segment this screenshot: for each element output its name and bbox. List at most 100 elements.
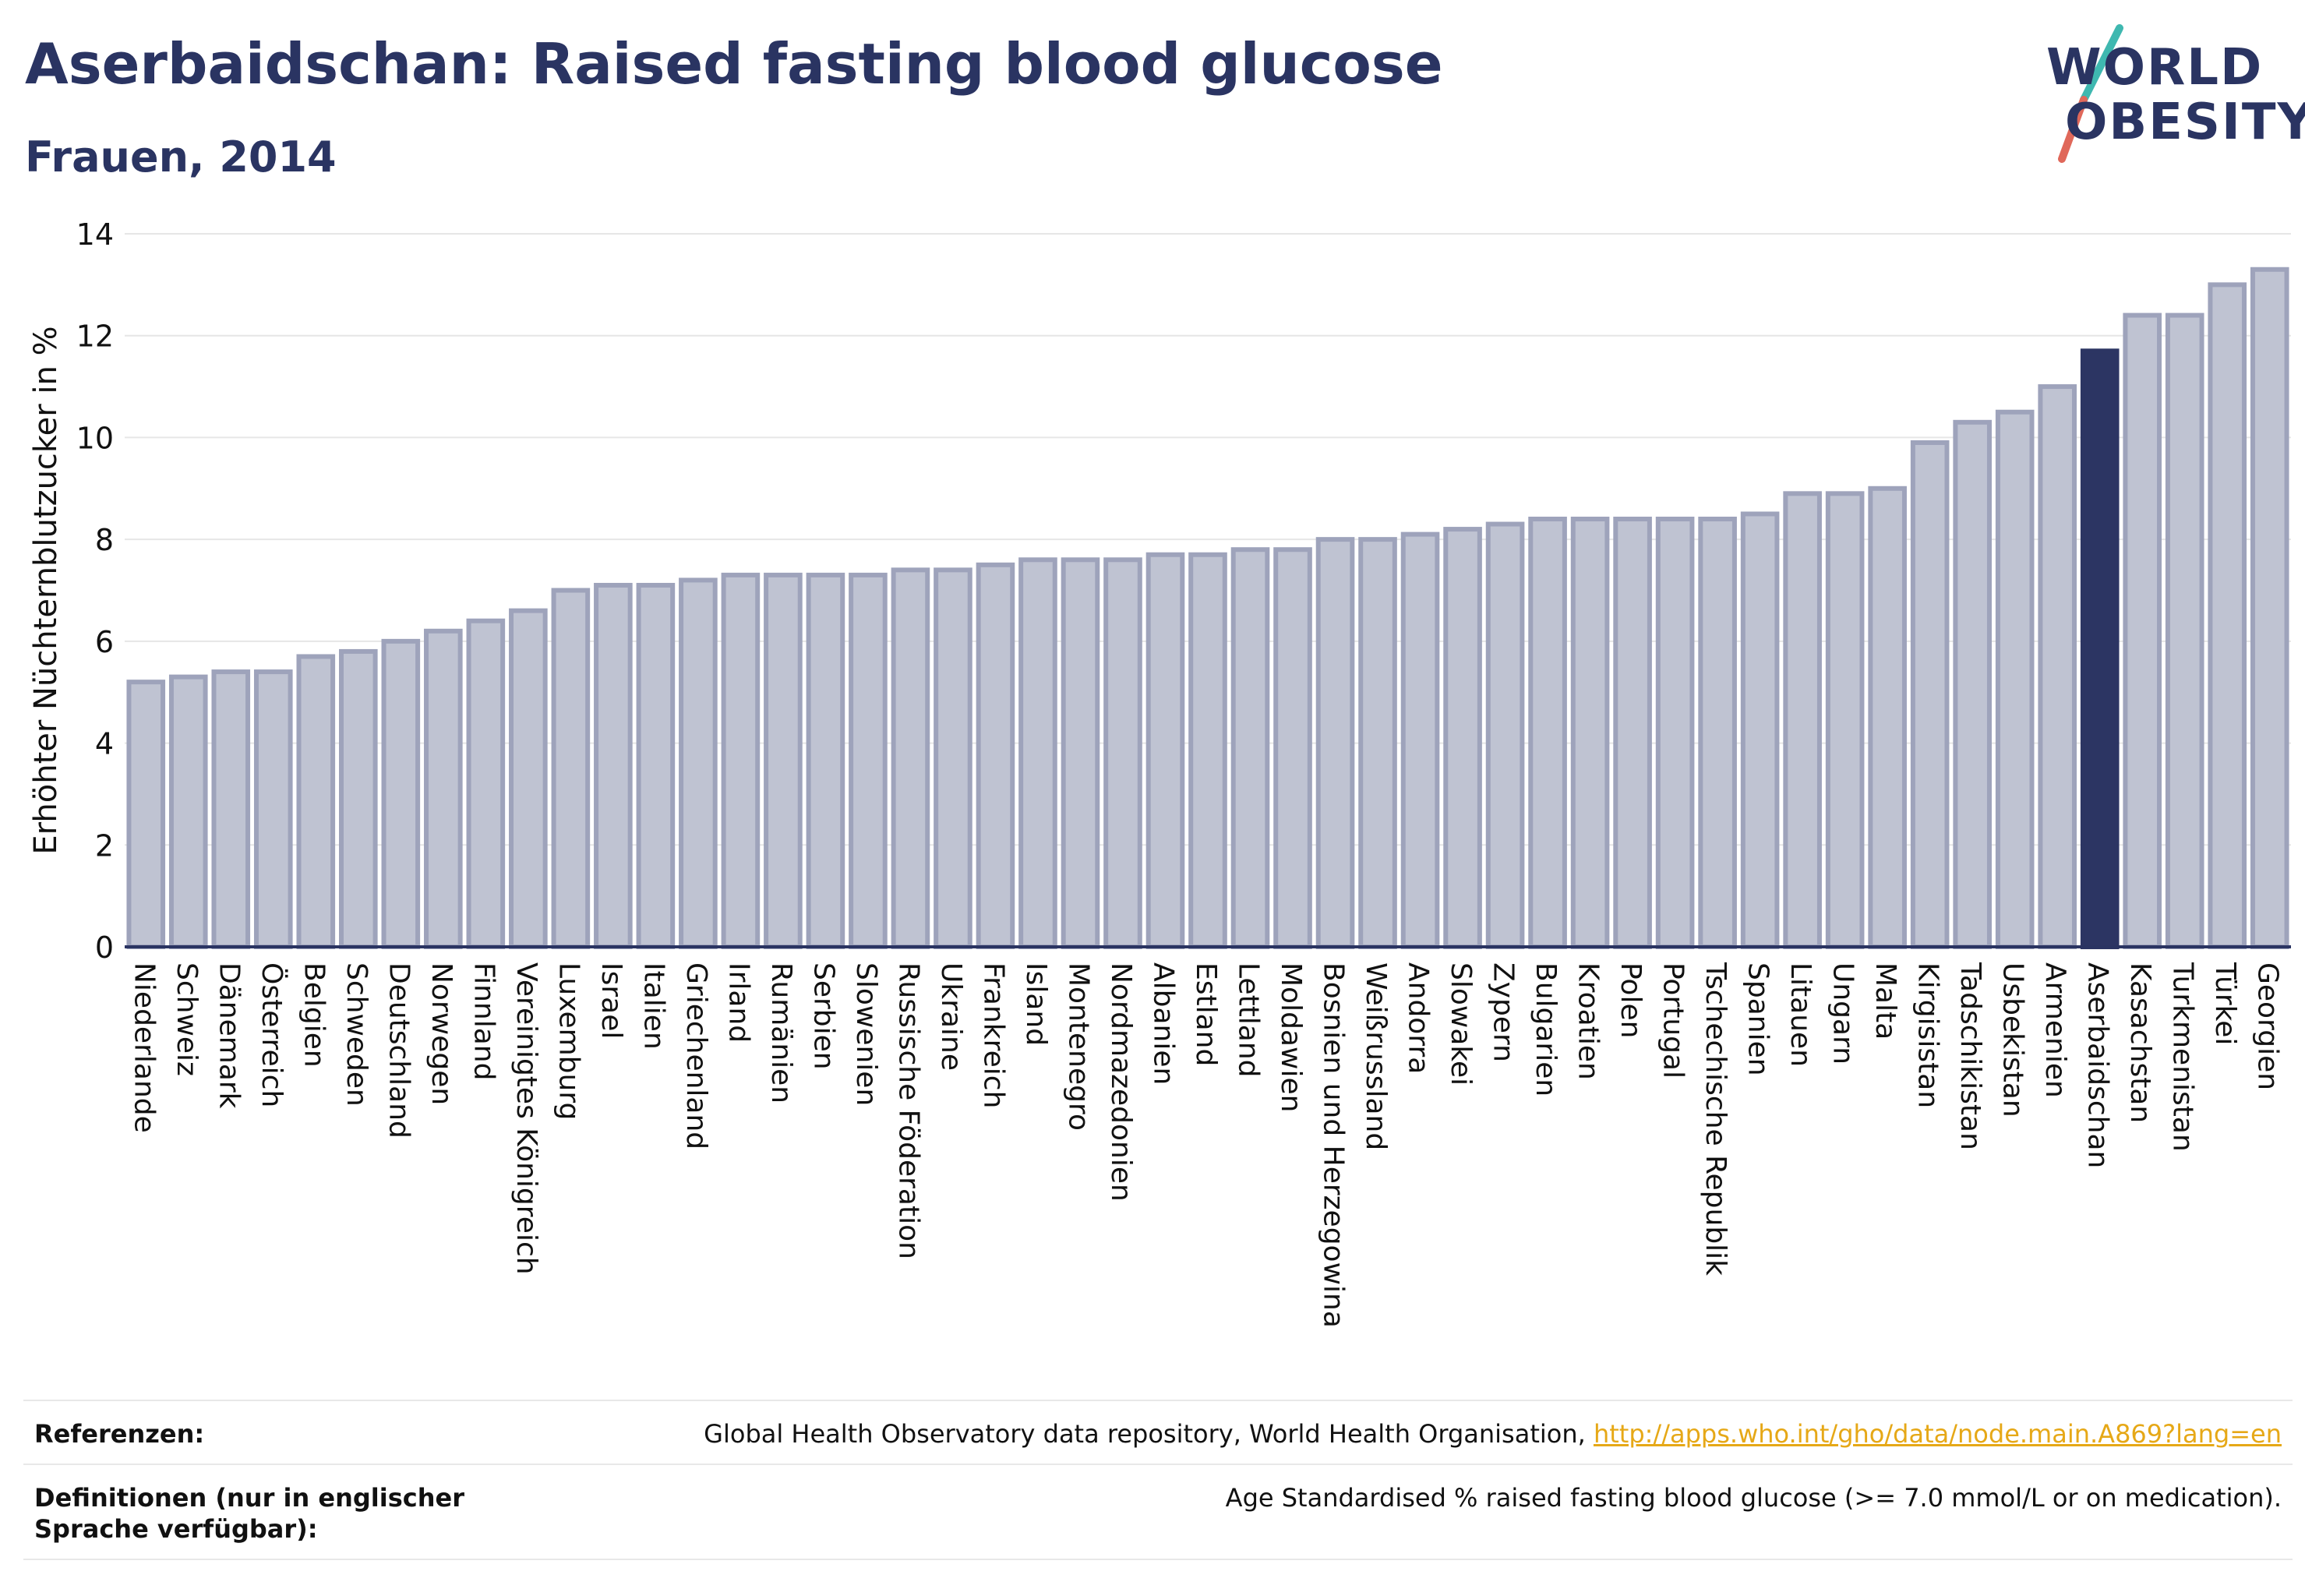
x-tick-label: Schweiz xyxy=(171,962,203,1076)
bar xyxy=(1443,527,1482,950)
bar xyxy=(296,654,336,949)
y-axis-label: Erhöhter Nüchternblutzucker in % xyxy=(28,326,64,854)
x-tick-label: Zypern xyxy=(1488,962,1520,1062)
x-tick-label: Finnland xyxy=(468,962,499,1080)
bar xyxy=(2250,267,2289,949)
bar xyxy=(126,680,166,950)
bar xyxy=(339,648,378,950)
x-tick-label: Ungarn xyxy=(1827,962,1859,1065)
y-tick-label: 6 xyxy=(95,625,114,659)
chart-title: Aserbaidschan: Raised fasting blood gluc… xyxy=(25,31,1443,97)
x-tick-label: Serbien xyxy=(807,962,839,1070)
x-tick-label: Kroatien xyxy=(1573,962,1604,1080)
x-tick-label: Kasachstan xyxy=(2124,962,2156,1123)
bar xyxy=(1145,552,1185,949)
bar xyxy=(594,582,633,949)
bar xyxy=(1740,511,1780,949)
x-tick-label: Spanien xyxy=(1742,962,1774,1076)
y-tick-label: 2 xyxy=(95,828,114,863)
x-tick-label: Belgien xyxy=(298,962,330,1068)
bar xyxy=(636,582,676,949)
x-tick-label: Luxemburg xyxy=(552,962,584,1120)
bar-chart: 0 2 4 6 8 10 12 14 Niederlande Schweiz Dänemark Ös… xyxy=(28,217,2291,1328)
x-tick-label: Irland xyxy=(722,962,754,1043)
y-tick-label: 14 xyxy=(76,217,114,252)
x-tick-label: Türkei xyxy=(2209,962,2241,1045)
x-tick-label: Usbekistan xyxy=(1997,962,2029,1118)
bar xyxy=(1315,537,1355,949)
x-tick-label: Norwegen xyxy=(425,962,457,1105)
x-tick-label: Estland xyxy=(1190,962,1222,1066)
references-link[interactable]: http://apps.who.int/gho/data/node.main.A… xyxy=(1593,1419,2282,1449)
logo-text-obesity: OBESITY xyxy=(2065,94,2305,151)
x-tick-label: Bosnien und Herzegowina xyxy=(1318,962,1350,1328)
x-tick-label: Portugal xyxy=(1657,962,1689,1079)
bar xyxy=(509,608,548,950)
x-tick-label: Frankreich xyxy=(977,962,1009,1108)
x-tick-label: Island xyxy=(1020,962,1052,1046)
bar xyxy=(849,572,888,949)
bar xyxy=(1485,521,1525,949)
bar xyxy=(2208,282,2247,950)
bar xyxy=(1825,491,1865,950)
x-tick-label: Tadschikistan xyxy=(1954,962,1986,1150)
bar xyxy=(1358,537,1397,949)
x-tick-label: Bulgarien xyxy=(1530,962,1562,1096)
bar xyxy=(551,588,591,949)
x-tick-label: Andorra xyxy=(1403,962,1435,1074)
references-label: Referenzen: xyxy=(34,1419,205,1449)
bar xyxy=(168,674,208,949)
y-tick-label: 12 xyxy=(76,320,114,354)
bar xyxy=(1103,557,1142,949)
x-tick-label: Griechenland xyxy=(680,962,712,1149)
x-tick-label: Österreich xyxy=(256,962,288,1107)
bar xyxy=(253,669,293,949)
references-row: Referenzen: Global Health Observatory da… xyxy=(23,1400,2293,1464)
bar xyxy=(806,572,845,949)
x-tick-label: Italien xyxy=(637,962,669,1050)
y-tick-label: 8 xyxy=(95,523,114,557)
bar xyxy=(2165,312,2204,950)
bar xyxy=(764,572,803,949)
bar xyxy=(1910,440,1950,949)
x-tick-label: Ukraine xyxy=(935,962,967,1071)
x-tick-label: Georgien xyxy=(2252,962,2284,1090)
definitions-label: Definitionen (nur in englischer Sprache … xyxy=(34,1483,464,1544)
x-tick-label: Moldawien xyxy=(1275,962,1307,1112)
bar xyxy=(1698,517,1737,949)
y-tick-label: 0 xyxy=(95,930,114,965)
bar xyxy=(1188,552,1227,949)
bar xyxy=(1655,517,1695,949)
x-tick-label: Lettland xyxy=(1233,962,1265,1078)
bar xyxy=(2080,348,2120,950)
bar xyxy=(1273,547,1312,949)
logo-slash-icon xyxy=(2058,24,2123,163)
x-tick-label: Montenegro xyxy=(1062,962,1094,1131)
bar xyxy=(381,638,421,949)
references-value: Global Health Observatory data repositor… xyxy=(704,1418,2282,1449)
x-tick-label: Albanien xyxy=(1147,962,1179,1085)
x-tick-label: Rumänien xyxy=(765,962,797,1103)
bar xyxy=(934,567,972,949)
bar xyxy=(2123,312,2162,950)
x-tick-label: Polen xyxy=(1615,962,1647,1038)
bar xyxy=(1230,547,1270,949)
x-tick-label: Aserbaidschan xyxy=(2082,962,2114,1168)
x-tick-label: Deutschland xyxy=(383,962,415,1139)
x-tick-label: Turkmenistan xyxy=(2167,962,2199,1152)
x-tick-label: Vereinigtes Königreich xyxy=(510,962,542,1275)
x-tick-label: Niederlande xyxy=(128,962,160,1133)
world-obesity-logo[interactable]: WORLD OBESITY xyxy=(2026,22,2305,170)
y-tick-label: 4 xyxy=(95,727,114,761)
bar xyxy=(679,577,718,949)
bar xyxy=(211,669,251,949)
x-tick-label: Dänemark xyxy=(213,962,245,1109)
bar xyxy=(1995,409,2035,949)
bar xyxy=(1400,531,1440,950)
bar xyxy=(721,572,761,949)
bars xyxy=(126,267,2289,950)
bar xyxy=(466,618,506,949)
bar xyxy=(1528,517,1567,949)
x-tick-label: Weißrussland xyxy=(1360,962,1392,1150)
chart-subtitle: Frauen, 2014 xyxy=(25,132,337,182)
